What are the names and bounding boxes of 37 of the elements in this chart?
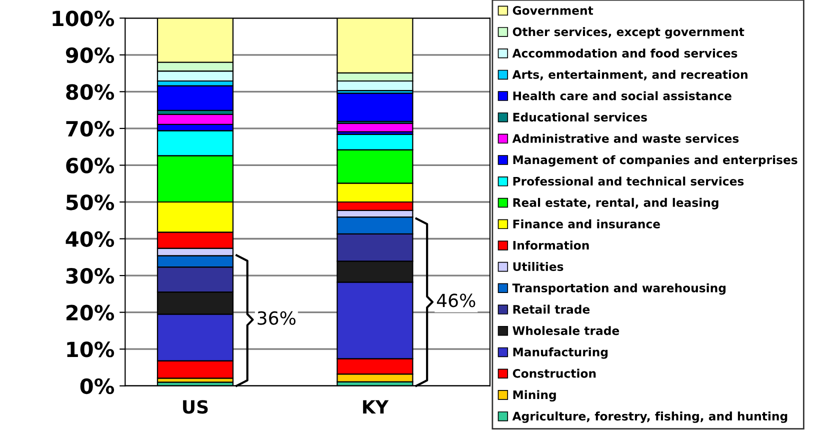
y-tick-label: 80%	[66, 84, 114, 100]
annotation: 46%	[436, 294, 476, 308]
legend-label: Transportation and warehousing	[512, 283, 726, 295]
legend-label: Agriculture, forestry, fishing, and hunting	[512, 412, 788, 423]
y-tick-label: 20%	[66, 304, 114, 321]
legend-label: Manufacturing	[513, 347, 608, 359]
legend-label: Finance and insurance	[513, 219, 660, 228]
legend-label: Administrative and waste services	[512, 134, 739, 143]
y-tick-label: 10%	[67, 342, 114, 358]
legend-label: Arts, entertainment, and recreation	[512, 70, 748, 80]
legend-label: Professional and technical services	[513, 176, 744, 186]
legend-label: Management of companies and enterprises	[513, 155, 798, 167]
legend-label: Accommodation and food services	[512, 48, 738, 58]
legend-label: Educational services	[513, 112, 647, 122]
y-tick-label: 50%	[66, 194, 114, 210]
annotation: 36%	[258, 311, 296, 325]
legend-label: Retail trade	[513, 304, 590, 314]
bar	[156, 85, 234, 111]
legend-label: Mining	[513, 390, 556, 402]
y-tick-label: 40%	[66, 231, 114, 247]
legend-label: Health care and social assistance	[513, 91, 732, 100]
x-tick-label: US	[183, 400, 208, 414]
legend-label: Real estate, rental, and leasing	[513, 198, 718, 210]
legend-label: Other services, except government	[512, 27, 744, 39]
legend-label: Information	[513, 240, 589, 250]
legend-label: Wholesale trade	[512, 326, 620, 336]
y-tick-label: 0%	[80, 378, 114, 394]
x-tick-label: KY	[363, 400, 389, 414]
y-tick-label: 90%	[66, 47, 114, 64]
bar	[336, 92, 414, 122]
legend-label: Government	[512, 6, 594, 15]
legend-label: Utilities	[513, 262, 564, 272]
y-tick-label: 60%	[66, 158, 114, 174]
y-tick-label: 30%	[66, 268, 114, 284]
y-tick-label: 70%	[66, 120, 114, 137]
y-tick-label: 100%	[52, 10, 114, 26]
legend-label: Construction	[512, 368, 596, 378]
